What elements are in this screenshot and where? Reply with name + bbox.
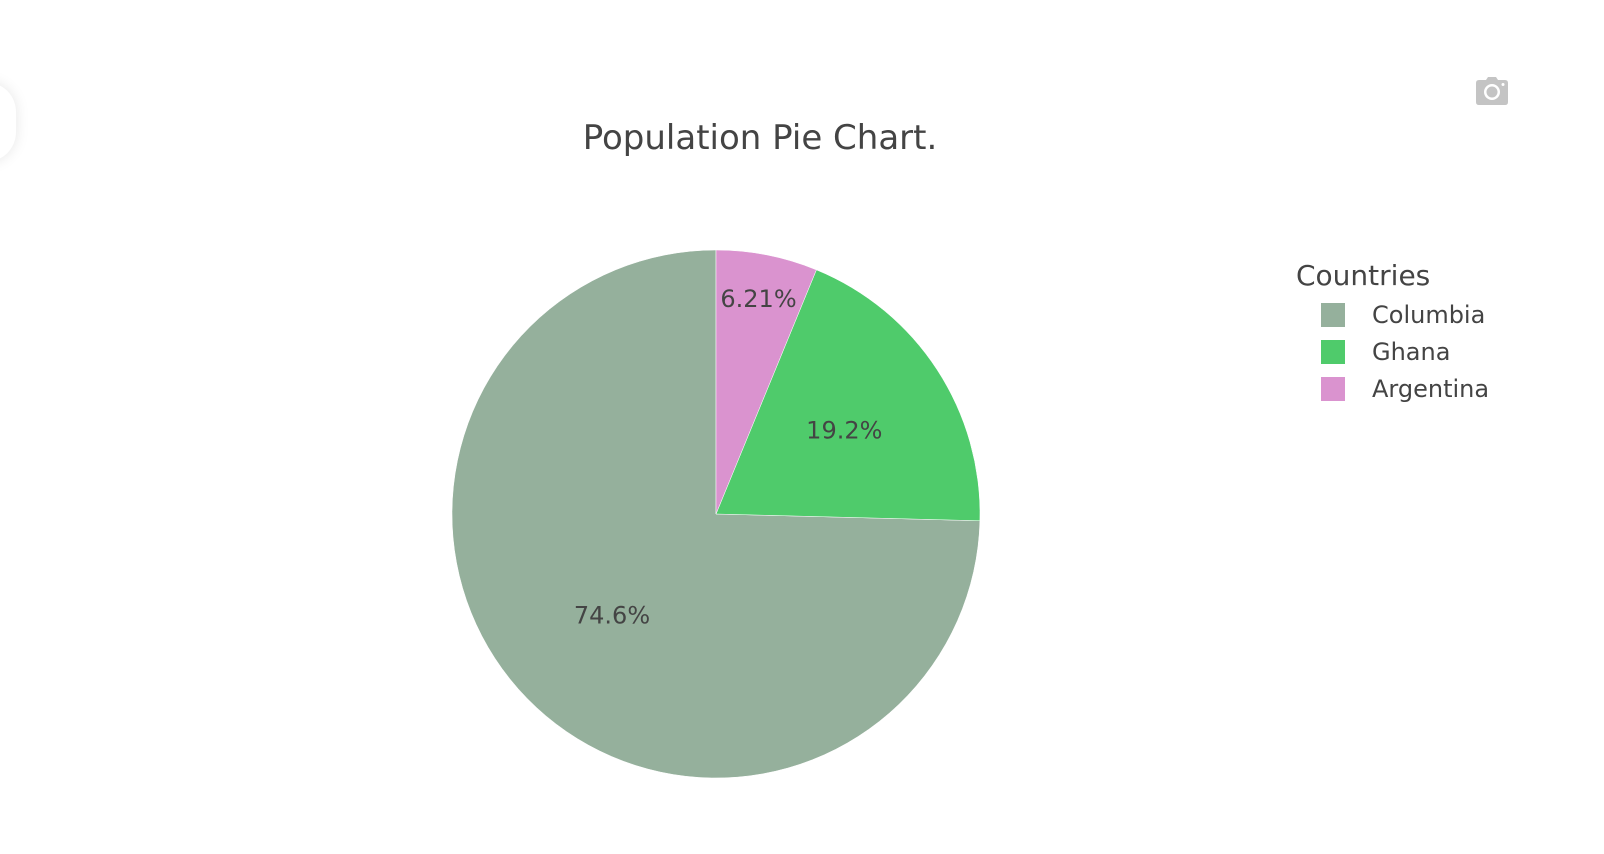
legend-item-ghana[interactable]: Ghana bbox=[1296, 333, 1556, 370]
legend-swatch bbox=[1321, 339, 1345, 364]
legend-label: Ghana bbox=[1372, 337, 1451, 366]
pie-slice-argentina[interactable] bbox=[715, 249, 817, 515]
legend-item-argentina[interactable]: Argentina bbox=[1296, 370, 1556, 407]
download-plot-button[interactable] bbox=[1474, 74, 1510, 108]
pie-slice-label: 74.6% bbox=[574, 601, 650, 629]
legend-item-columbia[interactable]: Columbia bbox=[1296, 296, 1556, 333]
legend-label: Columbia bbox=[1372, 300, 1486, 329]
legend: Countries Columbia Ghana Argentina bbox=[1296, 256, 1556, 407]
legend-title: Countries bbox=[1296, 259, 1431, 292]
camera-icon bbox=[1476, 77, 1508, 105]
pie-slice-ghana[interactable] bbox=[715, 269, 981, 522]
legend-swatch bbox=[1321, 376, 1345, 401]
pie-slice-label: 6.21% bbox=[720, 285, 796, 313]
legend-swatch bbox=[1321, 302, 1345, 327]
chart-title: Population Pie Chart. bbox=[582, 118, 938, 158]
pie-slice-label: 19.2% bbox=[806, 416, 882, 444]
side-panel-toggle[interactable] bbox=[0, 82, 16, 162]
legend-label: Argentina bbox=[1372, 374, 1490, 403]
